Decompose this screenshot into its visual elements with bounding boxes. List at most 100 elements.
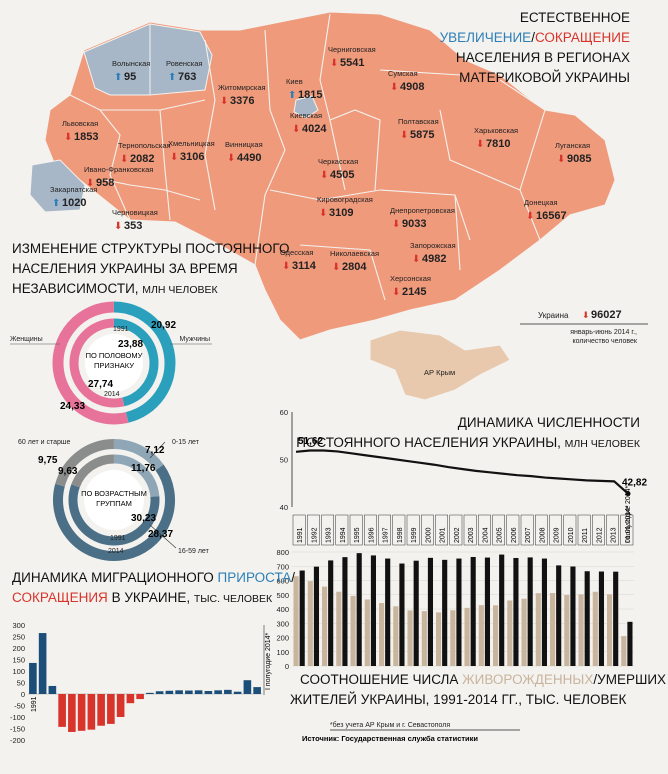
mig-bar-positive [214,690,222,694]
gender-outer-women-value: 27,74 [88,379,113,390]
bd-year-box [349,514,363,546]
mig-bar-negative [136,694,144,700]
bd-bar-deaths [598,571,605,666]
arrow-down-icon: ⬇ [392,287,400,298]
mig-y-tick-label: 150 [12,656,25,665]
mig-title-b: ПРИРОСТА [218,570,292,585]
age-16-59-value-a: 30,23 [131,513,156,524]
donut-slice-16-59-2014 [53,464,175,561]
bd-bar-deaths [627,621,633,666]
donut-slice-men-2014 [113,301,176,423]
bd-x-tick-label-extra: 01.01.2014* [625,505,632,543]
region-name: Полтавская [398,117,439,126]
bd-title-b: ЖИВОРОЖДЕННЫХ [462,672,593,687]
region-name: Черниговская [328,45,376,54]
bd-y-tick-label: 800 [276,548,289,557]
mig-title-e: В УКРАИНЕ, [112,590,191,605]
gender-center-line2: ПРИЗНАКУ [94,361,134,370]
region-name: Луганская [555,141,590,150]
mig-y-tick-label: -150 [10,725,25,734]
arrow-down-icon: ⬇ [292,124,300,135]
structure-title-line1: ИЗМЕНЕНИЕ СТРУКТУРЫ ПОСТОЯННОГО [12,241,289,256]
region-value: 4908 [400,81,424,93]
region-name: Черкасская [318,157,358,166]
bd-year-box [435,514,448,546]
bd-bar-births [564,595,570,666]
region-name: Запорожская [410,241,456,250]
region-value: 9085 [567,153,591,165]
bd-x-tick-label: I полугодие 2014* [625,485,632,543]
bd-year-box [364,514,377,546]
arrow-down-icon: ⬇ [220,96,228,107]
bd-bar-deaths [328,560,334,666]
region-value: 3109 [329,207,353,219]
pop-y-tick-label: 60 [280,408,288,417]
mig-first-label: 1991 [31,696,38,712]
mig-y-tick-label: 100 [12,667,25,676]
bd-x-tick-label: 2009 [554,527,561,543]
mig-bar-positive [194,690,203,694]
bd-x-tick-label: 1991 [297,527,304,543]
population-title-line2: ПОСТОЯННОГО НАСЕЛЕНИЯ УКРАИНЫ, МЛН ЧЕЛОВ… [296,435,641,450]
region-name: Киевская [290,111,322,120]
bd-year-box [549,514,562,546]
map-title-line3: НАСЕЛЕНИЯ В РЕГИОНАХ [456,50,630,65]
gender-year-inner: 2014 [104,391,120,398]
bd-bar-births [450,610,456,666]
mig-title-c: / [291,570,295,585]
arrow-down-icon: ⬇ [557,154,565,165]
births-deaths-bar-chart: 0 100 200 300 400 500 600 700 800 1991 1992 1993 199… [276,485,634,671]
region-name: Николаевская [330,249,379,258]
region-name: Харьковская [474,126,518,135]
bd-bar-deaths [370,555,377,666]
mig-bar-positive [48,685,57,694]
gender-outer-men-value: 23,88 [118,339,143,350]
bd-y-tick-label: 300 [276,619,289,628]
region-name: Черновицкая [112,208,158,217]
mig-bar-negative [126,694,135,704]
structure-title: ИЗМЕНЕНИЕ СТРУКТУРЫ ПОСТОЯННОГО НАСЕЛЕНИ… [12,241,289,296]
population-title: ДИНАМИКА ЧИСЛЕННОСТИ ПОСТОЯННОГО НАСЕЛЕН… [296,415,641,450]
source: Источник: Государственная служба статист… [302,734,478,743]
region-name: Житомирская [218,83,266,92]
arrow-down-icon: ⬇ [332,262,340,273]
bd-bar-births [393,606,399,666]
bd-x-tick-label: 2001 [440,527,447,543]
bd-bar-births [578,594,584,666]
bd-bar-births [606,594,613,666]
bd-y-tick-label: 500 [276,591,289,600]
gender-donut-labels: Женщины Мужчины 1991 2014 ПО ПОЛОВОМУ ПР… [10,320,212,412]
pop-start-value: 51,62 [298,436,323,447]
mig-bar-positive [38,633,47,694]
arrow-down-icon: ⬇ [526,211,534,222]
bd-y-tick-label: 700 [276,562,289,571]
map-title-line2: УВЕЛИЧЕНИЕ/СОКРАЩЕНИЕ [440,30,630,45]
bd-x-tick-label: 2004 [482,527,489,543]
bd-x-tick-label: 2013 [611,527,618,543]
arrow-down-icon: ⬇ [114,221,122,232]
mig-bar-negative [87,694,96,730]
region-name: Сумская [388,69,418,78]
age-0-15-value-a: 7,12 [145,445,165,456]
bd-bar-births [464,607,470,666]
mig-bar-negative [107,694,115,724]
bd-bar-births [435,612,442,666]
region-shape-main [44,11,616,341]
arrow-up-icon: ⬆ [52,198,60,209]
bd-year-box [478,514,491,546]
region-shape-crimea [369,329,511,401]
mig-bar-negative [77,694,86,731]
age-year-outer: 1991 [110,535,126,542]
mig-bar-positive [233,691,242,694]
region-value: 1853 [74,131,98,143]
gender-center-line1: ПО ПОЛОВОМУ [86,351,143,360]
bd-bar-births [378,603,385,666]
age-16-59-value-b: 28,37 [148,529,173,540]
bd-year-box [506,514,520,546]
pop-end-point [625,491,631,497]
bd-bar-deaths [456,558,462,666]
bd-bar-deaths [556,565,562,666]
region-shape-zakarpatskaya [29,159,86,213]
region-name: Хмельницкая [168,139,215,148]
bd-bar-births [364,599,370,666]
